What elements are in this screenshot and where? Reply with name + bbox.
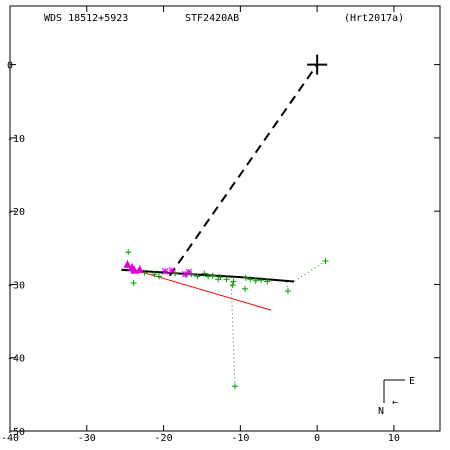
observation-point [264,278,271,285]
header-wds-id: WDS 18512+5923 [44,13,128,24]
observation-point [130,279,137,286]
red-fit-line [128,267,272,311]
plot-frame [9,5,441,432]
observation-point [223,276,230,283]
compass: E N ← [378,376,415,417]
orbit-lines [121,64,318,311]
residual-lines [230,260,326,387]
x-tick-label: 0 [314,433,320,444]
x-tick-label: -30 [78,433,96,444]
residual-line [230,280,236,387]
residual-line [293,260,326,282]
observation-point [258,277,265,284]
observation-point [241,285,248,292]
y-tick-label: 0 [7,61,13,72]
observation-point [252,277,259,284]
observation-point [201,270,208,277]
observation-point [151,271,158,278]
y-tick-label: -20 [7,207,25,218]
asterisk-marker [185,268,193,276]
observation-point [209,272,216,279]
asterisk-marker [161,267,169,275]
observation-point [215,276,222,283]
primary-star-group [307,54,328,75]
early-measure-marker [130,265,139,274]
axis-ticks: -40 -30 -20 -10 0 100-10-20-30-40-50 [1,6,440,444]
compass-north-label: N [378,406,384,417]
observation-point [322,258,329,264]
x-tick-label: -20 [155,433,173,444]
compass-east-label: E [409,376,415,387]
observation-point [229,282,236,289]
observation-point [194,273,201,280]
observation-point [284,288,291,295]
residual-line [285,281,289,292]
x-tick-label: -10 [231,433,249,444]
early-measure-marker [123,259,132,268]
observation-points [125,249,329,390]
dashed-connector [168,64,318,277]
observation-point [172,270,179,277]
observation-point [231,383,238,390]
y-tick-label: -50 [7,427,25,438]
asterisk-marker [181,270,189,278]
header-reference: (Hrt2017a) [344,13,404,24]
y-tick-label: -40 [7,354,25,365]
y-tick-label: -30 [7,280,25,291]
observation-point [247,276,254,283]
x-tick-label: -40 [1,433,19,444]
observation-point [230,278,237,285]
asterisk-marker [168,267,176,274]
special-markers [123,259,193,278]
early-measure-marker [135,265,144,274]
compass-arrow: ← [392,397,398,408]
observation-point [242,274,249,281]
x-tick-label: 10 [388,433,400,444]
header-designation: STF2420AB [185,13,239,24]
observation-point [125,249,132,256]
observation-point [155,273,162,280]
observation-point [205,273,212,280]
y-tick-label: -10 [7,134,25,145]
